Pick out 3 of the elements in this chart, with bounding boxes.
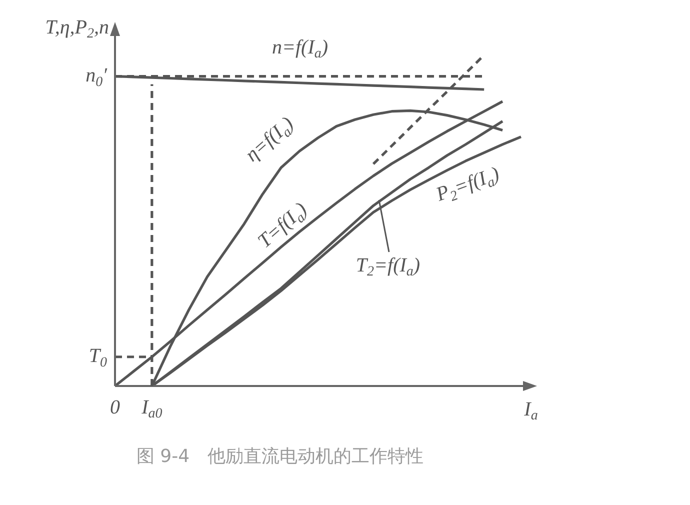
x-tick-label: 0	[110, 396, 120, 418]
text: 图 9-4 他励直流电动机的工作特性	[135, 445, 425, 468]
annotation: P2=f(Ia)	[432, 162, 502, 206]
